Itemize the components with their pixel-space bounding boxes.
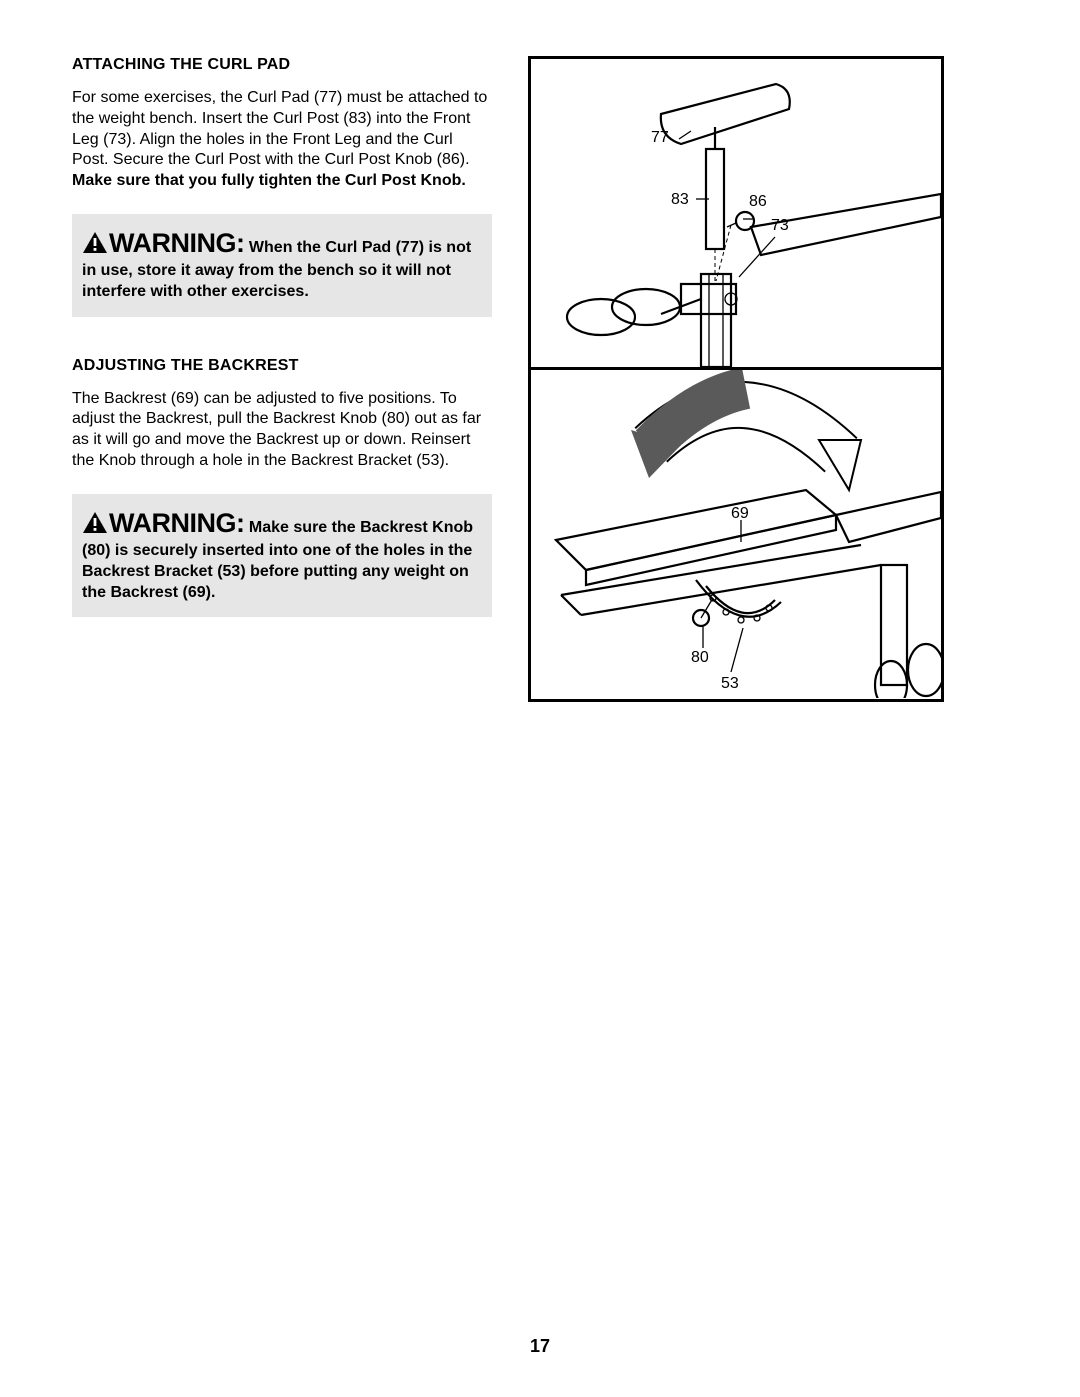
callout-86: 86: [749, 193, 767, 211]
manual-page: ATTACHING THE CURL PAD For some exercise…: [0, 0, 1080, 1397]
page-number: 17: [0, 1336, 1080, 1357]
backrest-diagram: [531, 370, 941, 698]
warning-box-backrest: WARNING: Make sure the Backrest Knob (80…: [72, 494, 492, 617]
callout-80: 80: [691, 649, 709, 667]
callout-69: 69: [731, 505, 749, 523]
warning-word: WARNING:: [109, 508, 244, 538]
section-heading-backrest: ADJUSTING THE BACKREST: [72, 357, 492, 375]
callout-77: 77: [651, 129, 669, 147]
left-column: ATTACHING THE CURL PAD For some exercise…: [72, 56, 492, 702]
curl-pad-diagram: [531, 59, 941, 367]
curl-pad-text-bold: Make sure that you fully tighten the Cur…: [72, 172, 466, 189]
two-column-layout: ATTACHING THE CURL PAD For some exercise…: [72, 56, 1008, 702]
callout-53: 53: [721, 675, 739, 693]
right-column: 77 83 86 73: [528, 56, 948, 702]
figure-panel: 77 83 86 73: [528, 56, 944, 702]
curl-pad-paragraph: For some exercises, the Curl Pad (77) mu…: [72, 88, 492, 192]
callout-73: 73: [771, 217, 789, 235]
callout-83: 83: [671, 191, 689, 209]
backrest-paragraph: The Backrest (69) can be adjusted to fiv…: [72, 389, 492, 472]
curl-pad-text-plain: For some exercises, the Curl Pad (77) mu…: [72, 89, 487, 168]
warning-word: WARNING:: [109, 228, 244, 258]
section-heading-curl-pad: ATTACHING THE CURL PAD: [72, 56, 492, 74]
warning-triangle-icon: [82, 231, 108, 261]
warning-box-curl-pad: WARNING: When the Curl Pad (77) is not i…: [72, 214, 492, 317]
warning-triangle-icon: [82, 511, 108, 541]
